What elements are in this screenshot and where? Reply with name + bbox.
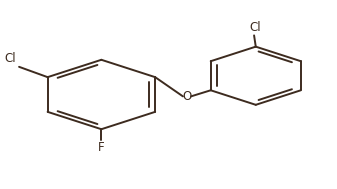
Text: F: F <box>98 141 105 154</box>
Text: O: O <box>182 90 191 103</box>
Text: Cl: Cl <box>5 52 17 65</box>
Text: Cl: Cl <box>249 21 261 34</box>
